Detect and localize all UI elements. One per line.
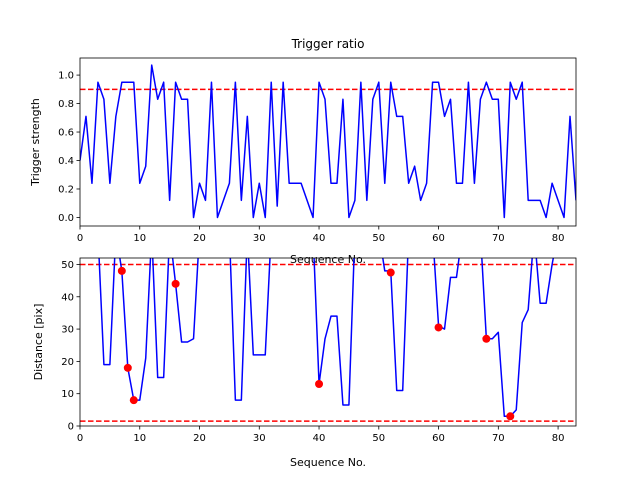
bottom-threshold-lines: [80, 263, 576, 422]
y-tick-label: 30: [61, 325, 74, 336]
x-tick-label: 20: [193, 233, 206, 244]
x-tick-label: 0: [77, 233, 83, 244]
x-tick-label: 70: [492, 233, 505, 244]
x-tick-label: 40: [313, 233, 326, 244]
y-tick-label: 40: [61, 292, 74, 303]
series-line: [80, 64, 576, 219]
x-tick-label: 30: [253, 233, 266, 244]
y-tick-label: 20: [61, 357, 74, 368]
x-tick-label: 10: [133, 233, 146, 244]
y-tick-label: 0.8: [58, 99, 74, 110]
top-chart-title: Trigger ratio: [291, 37, 365, 51]
x-tick-label: 0: [77, 433, 83, 444]
x-tick-label: 50: [372, 233, 385, 244]
y-tick-label: 1.0: [58, 71, 74, 82]
top-x-axis-label: Sequence No.: [290, 253, 366, 266]
detection-point: [171, 279, 180, 288]
y-tick-label: 50: [61, 260, 74, 271]
top-y-axis: 0.0 0.2 0.4 0.6 0.8 1.0: [58, 71, 80, 224]
y-tick-label: 0: [68, 422, 74, 433]
y-tick-label: 0.0: [58, 213, 74, 224]
x-tick-label: 80: [552, 433, 565, 444]
x-tick-label: 20: [193, 433, 206, 444]
bottom-x-axis-label: Sequence No.: [290, 456, 366, 469]
x-tick-label: 30: [253, 433, 266, 444]
bottom-y-axis-label: Distance [pix]: [32, 304, 45, 381]
bottom-data-series: [98, 258, 555, 421]
detection-point: [386, 268, 395, 277]
bottom-y-axis: 0 10 20 30 40 50: [61, 260, 80, 433]
series-line: [98, 258, 555, 418]
detection-point: [315, 380, 324, 388]
bottom-axes-frame: [79, 257, 577, 427]
y-tick-label: 0.2: [58, 184, 74, 195]
x-tick-label: 50: [372, 433, 385, 444]
top-x-axis: 0 10 20 30 40 50 60 70 80: [77, 226, 565, 244]
x-tick-label: 10: [133, 433, 146, 444]
x-tick-label: 40: [313, 433, 326, 444]
detection-point: [506, 412, 515, 421]
bottom-x-axis: 0 10 20 30 40 50 60 70 80: [77, 426, 565, 444]
y-tick-label: 0.4: [58, 156, 74, 167]
detection-point: [123, 363, 132, 372]
detection-point: [482, 334, 491, 343]
x-tick-label: 70: [492, 433, 505, 444]
top-y-axis-label: Trigger strength: [29, 98, 42, 187]
y-tick-label: 0.6: [58, 128, 74, 139]
detection-point: [129, 396, 138, 405]
x-tick-label: 60: [432, 433, 445, 444]
detection-point: [434, 323, 443, 332]
top-data-series: [80, 64, 576, 219]
detection-point: [117, 266, 126, 275]
y-tick-label: 10: [61, 389, 74, 400]
trigger-ratio-plot: Trigger ratio 0 10 20 30 40 50 60 70 80 0.00.20.…: [29, 37, 577, 266]
x-tick-label: 60: [432, 233, 445, 244]
distance-plot: 0 10 20 30 40 50 60 70 80 0 10 20 30 40 50 Sequence N…: [32, 257, 577, 469]
x-tick-label: 80: [552, 233, 565, 244]
top-axes-frame: [79, 57, 577, 227]
